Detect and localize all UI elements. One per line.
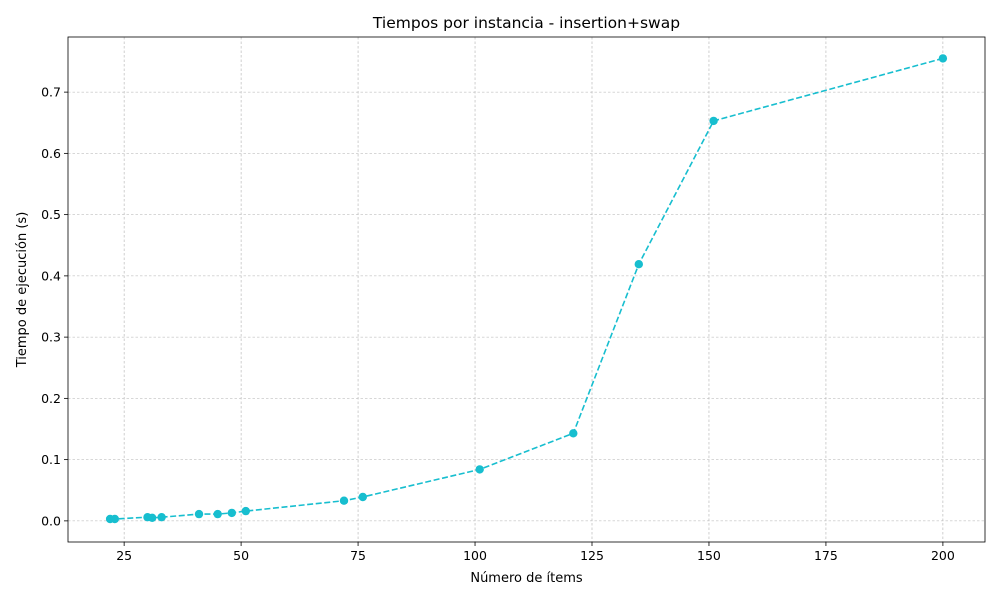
chart-title: Tiempos por instancia - insertion+swap — [372, 14, 680, 32]
data-point — [213, 509, 222, 519]
data-point — [358, 492, 367, 502]
x-tick-label: 100 — [463, 548, 487, 563]
data-point — [339, 496, 349, 505]
x-tick-label: 125 — [580, 548, 604, 563]
y-tick-label: 0.1 — [41, 452, 61, 467]
y-tick-label: 0.7 — [41, 85, 61, 100]
y-axis: 0.0 0.1 0.2 0.3 0.4 0.5 0.6 0.7 — [41, 85, 68, 528]
y-tick-label: 0.5 — [41, 207, 61, 222]
y-tick-label: 0.2 — [41, 391, 61, 406]
data-point — [157, 513, 166, 522]
y-tick-label: 0.3 — [41, 330, 61, 345]
y-tick-label: 0.4 — [41, 268, 61, 283]
grid — [68, 37, 985, 542]
x-tick-label: 150 — [697, 548, 721, 563]
x-tick-label: 75 — [350, 548, 366, 563]
plot-frame — [67, 36, 986, 543]
data-point — [938, 54, 948, 63]
data-point — [148, 513, 157, 522]
y-tick-label: 0.0 — [41, 513, 61, 528]
data-point — [569, 429, 578, 438]
data-point — [227, 508, 236, 518]
data-point — [475, 465, 484, 474]
data-point — [709, 116, 718, 126]
x-tick-label: 200 — [931, 548, 955, 563]
data-point — [110, 514, 120, 524]
x-tick-label: 175 — [814, 548, 838, 563]
x-axis: 25 50 75 100 125 150 175 200 — [116, 542, 955, 563]
data-point — [194, 509, 204, 519]
data-point — [634, 260, 643, 269]
x-tick-label: 25 — [116, 548, 132, 563]
series-layer — [105, 54, 948, 524]
x-tick-label: 50 — [233, 548, 249, 563]
data-point — [241, 506, 250, 516]
x-axis-label: Número de ítems — [470, 571, 583, 586]
y-axis-label: Tiempo de ejecución (s) — [15, 212, 30, 369]
y-tick-label: 0.6 — [41, 146, 61, 161]
